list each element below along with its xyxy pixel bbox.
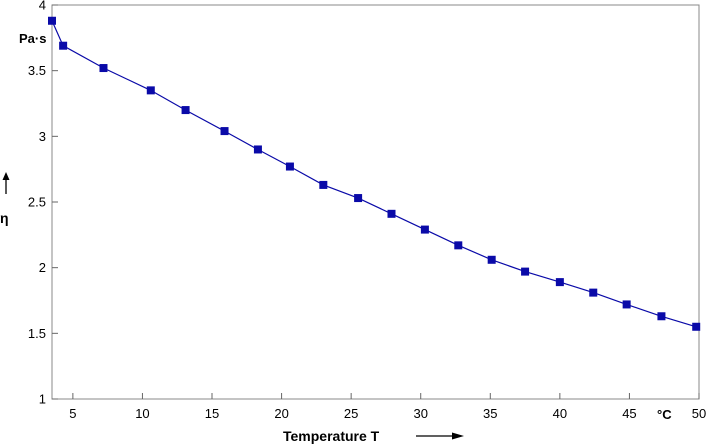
y-tick-label: 1 [39, 392, 46, 407]
x-axis-ticks: 5 10 15 20 25 30 35 40 45 50 [69, 393, 706, 421]
data-point [253, 145, 262, 154]
data-point [555, 278, 564, 287]
y-tick-label: 1.5 [28, 326, 46, 341]
data-point [622, 300, 631, 309]
data-point [420, 225, 429, 234]
series-line [51, 20, 697, 328]
x-tick-label: 5 [69, 406, 76, 421]
data-point [692, 322, 701, 331]
data-point [454, 241, 463, 250]
data-point [48, 16, 56, 25]
x-tick-label: 10 [135, 406, 149, 421]
x-tick-label: 20 [274, 406, 288, 421]
data-point [487, 255, 496, 264]
data-point [657, 312, 666, 321]
data-point [181, 106, 190, 115]
plot-frame [51, 4, 700, 400]
data-point [146, 86, 155, 95]
y-tick-label: 3 [39, 129, 46, 144]
data-point [59, 41, 68, 50]
data-point [387, 209, 396, 218]
x-tick-label: 45 [622, 406, 636, 421]
data-point [220, 127, 229, 136]
data-point [521, 267, 530, 276]
x-tick-label: 15 [205, 406, 219, 421]
data-point [99, 64, 108, 73]
x-tick-label: 30 [413, 406, 427, 421]
x-tick-label: 50 [692, 406, 706, 421]
x-tick-label: 25 [344, 406, 358, 421]
x-tick-label: 35 [483, 406, 497, 421]
y-axis-arrow [2, 172, 10, 194]
y-axis-title: η [0, 210, 9, 226]
data-point [354, 194, 363, 203]
x-axis-arrow [416, 432, 464, 440]
y-tick-label: 2.5 [28, 195, 46, 210]
x-unit-label: °C [657, 407, 672, 422]
series-layer [48, 16, 701, 331]
y-tick-label: 4 [39, 0, 46, 13]
data-point [285, 162, 294, 171]
y-tick-label: 2 [39, 260, 46, 275]
y-tick-label: 3.5 [28, 63, 46, 78]
data-point [589, 288, 598, 297]
x-axis-title: Temperature T [283, 428, 380, 444]
data-point [319, 180, 328, 189]
y-axis-ticks: 1 1.5 2 2.5 3 3.5 4 [28, 0, 58, 407]
y-unit-label: Pa·s [19, 31, 46, 46]
x-tick-label: 40 [553, 406, 567, 421]
